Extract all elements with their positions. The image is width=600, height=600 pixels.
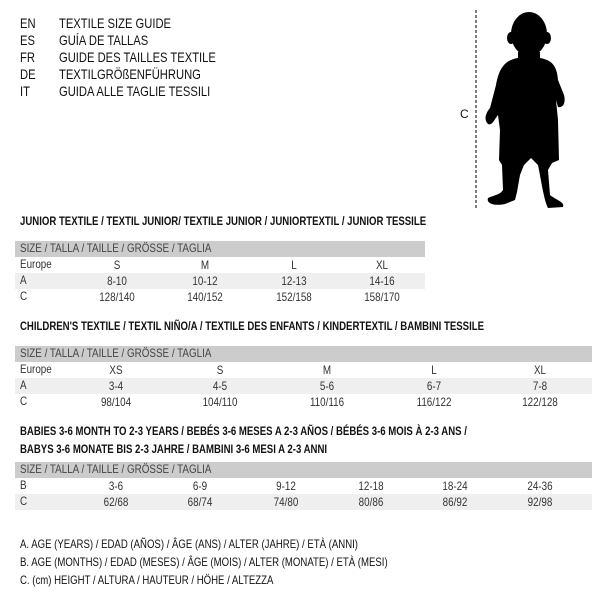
table-title: JUNIOR TEXTILE / TEXTIL JUNIOR/ TEXTILE … [20,214,427,228]
table-cell: 12-13 [281,274,307,288]
row-label: A [20,273,27,287]
table-row: Europe S M L XL [15,257,425,273]
table-cell: 18-24 [442,479,468,493]
row-label: C [20,289,28,303]
language-label: GUÍA DE TALLAS [59,32,149,48]
language-code: EN [20,15,36,31]
row-label: Europe [20,362,52,376]
table-cell: 24-36 [527,479,553,493]
table-cell: 6-9 [192,479,208,493]
language-title-de: DE TEXTILGRÖßENFÜHRUNG [20,66,201,83]
legend-item-b: B. AGE (MONTHS) / EDAD (MESES) / ÂGE (MO… [20,555,388,569]
table-cell: L [291,258,297,272]
table-cell: 9-12 [276,479,296,493]
table-cell: 7-8 [532,379,548,393]
size-table: SIZE / TALLA / TAILLE / GRÖSSE / TAGLIA E… [15,241,425,305]
table-title: CHILDREN'S TEXTILE / TEXTIL NIÑO/A / TEX… [20,319,485,333]
language-code: IT [20,83,30,99]
language-code: DE [20,66,36,82]
table-cell: 3-6 [108,479,124,493]
language-label: TEXTILGRÖßENFÜHRUNG [59,66,201,82]
table-cell: 128/140 [99,290,135,304]
table-cell: 158/170 [364,290,400,304]
table-row: C 98/104 104/110 110/116 116/122 122/128 [15,394,592,410]
table-row: C 62/68 68/74 74/80 80/86 86/92 92/98 [15,494,592,510]
table-row: A 3-4 4-5 5-6 6-7 7-8 [15,378,592,394]
language-title-en: EN TEXTILE SIZE GUIDE [20,15,171,32]
table-cell: M [322,363,332,377]
language-title-it: IT GUIDA ALLE TAGLIE TESSILI [20,83,210,100]
header-label: SIZE / TALLA / TAILLE / GRÖSSE / TAGLIA [20,241,212,255]
table-cell: 122/128 [522,395,558,409]
table-header: SIZE / TALLA / TAILLE / GRÖSSE / TAGLIA [15,241,425,257]
table-cell: L [431,363,437,377]
language-label: GUIDA ALLE TAGLIE TESSILI [59,83,211,99]
row-label: A [20,378,27,392]
table-cell: 4-5 [212,379,228,393]
table-header: SIZE / TALLA / TAILLE / GRÖSSE / TAGLIA [15,462,592,478]
table-cell: 3-4 [108,379,124,393]
table-cell: 98/104 [100,395,132,409]
table-cell: 74/80 [273,495,299,509]
table-cell: 116/122 [416,395,452,409]
table-cell: 86/92 [442,495,468,509]
row-label: Europe [20,257,52,271]
table-row: C 128/140 140/152 152/158 158/170 [15,289,425,305]
legend: A. AGE (YEARS) / EDAD (AÑOS) / ÂGE (ANS)… [20,535,480,589]
header-label: SIZE / TALLA / TAILLE / GRÖSSE / TAGLIA [20,462,212,476]
language-title-es: ES GUÍA DE TALLAS [20,32,148,49]
size-table: SIZE / TALLA / TAILLE / GRÖSSE / TAGLIA E… [15,346,592,410]
table-cell: 6-7 [426,379,442,393]
table-cell: S [216,363,224,377]
table-cell: XL [533,363,547,377]
table-cell: M [200,258,210,272]
table-cell: 104/110 [202,395,238,409]
table-cell: 5-6 [319,379,335,393]
table-title: BABIES 3-6 MONTH TO 2-3 YEARS / BEBÉS 3-… [20,424,467,438]
language-label: TEXTILE SIZE GUIDE [59,15,172,31]
baby-silhouette-icon [475,10,565,208]
table-cell: 68/74 [187,495,213,509]
table-cell: XS [109,363,123,377]
language-title-fr: FR GUIDE DES TAILLES TEXTILE [20,49,216,66]
table-header: SIZE / TALLA / TAILLE / GRÖSSE / TAGLIA [15,346,592,362]
table-cell: 80/86 [358,495,384,509]
language-code: FR [20,49,35,65]
table-cell: 10-12 [192,274,218,288]
table-cell: 140/152 [187,290,223,304]
table-cell: 92/98 [527,495,553,509]
table-row: Europe XS S M L XL [15,362,592,378]
language-code: ES [20,32,35,48]
table-row: B 3-6 6-9 9-12 12-18 18-24 24-36 [15,478,592,494]
table-cell: 14-16 [369,274,395,288]
legend-item-a: A. AGE (YEARS) / EDAD (AÑOS) / ÂGE (ANS)… [20,537,359,551]
measure-label-c: C [460,107,469,121]
size-table: SIZE / TALLA / TAILLE / GRÖSSE / TAGLIA B… [15,462,592,510]
table-row: A 8-10 10-12 12-13 14-16 [15,273,425,289]
table-cell: 62/68 [103,495,129,509]
legend-item-c: C. (cm) HEIGHT / ALTURA / HAUTEUR / HÖHE… [20,573,274,587]
row-label: C [20,494,28,508]
table-cell: S [113,258,121,272]
row-label: C [20,394,28,408]
table-title-line2: BABYS 3-6 MONATE BIS 2-3 JAHRE / BAMBINI… [20,442,328,456]
table-cell: XL [375,258,389,272]
table-cell: 12-18 [358,479,384,493]
table-cell: 8-10 [107,274,127,288]
table-cell: 152/158 [276,290,312,304]
header-label: SIZE / TALLA / TAILLE / GRÖSSE / TAGLIA [20,346,212,360]
table-cell: 110/116 [309,395,345,409]
language-label: GUIDE DES TAILLES TEXTILE [59,49,216,65]
row-label: B [20,478,27,492]
